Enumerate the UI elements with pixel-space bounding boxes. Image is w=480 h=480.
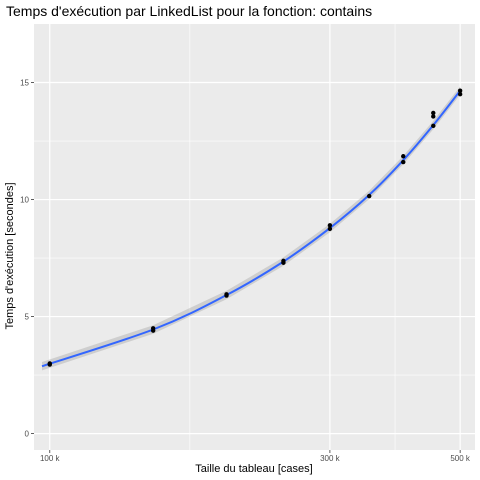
- data-point: [457, 88, 463, 93]
- x-tick-label: 100 k: [40, 454, 61, 463]
- x-tick-label: 500 k: [450, 454, 471, 463]
- data-point: [327, 226, 333, 232]
- x-tick-label: 300 k: [320, 454, 341, 463]
- data-point: [281, 258, 286, 264]
- data-point: [431, 123, 436, 129]
- data-point: [457, 92, 463, 97]
- data-point: [401, 154, 406, 159]
- data-point: [224, 292, 229, 297]
- data-point: [431, 110, 436, 116]
- y-axis-ticks: 0 5 10 15: [20, 79, 34, 439]
- data-points: [47, 88, 463, 367]
- chart-title: Temps d'exécution par LinkedList pour la…: [6, 3, 372, 19]
- data-point: [327, 223, 333, 228]
- fit-line: [41, 90, 461, 368]
- grid-major: [34, 24, 475, 450]
- data-point: [401, 159, 406, 165]
- x-axis-title: Taille du tableau [cases]: [195, 463, 312, 475]
- grid-minor: [34, 24, 475, 450]
- x-axis-ticks: 100 k 300 k 500 k: [40, 450, 471, 463]
- data-point: [431, 114, 436, 119]
- data-point: [47, 361, 52, 366]
- y-tick-label: 15: [20, 79, 29, 88]
- y-axis-title: Temps d'exécution [secondes]: [4, 182, 16, 329]
- plot-panel: [34, 24, 475, 450]
- y-tick-label: 0: [25, 430, 30, 439]
- data-point: [366, 193, 372, 199]
- data-point: [150, 326, 156, 331]
- y-tick-label: 10: [20, 196, 29, 205]
- y-tick-label: 5: [25, 313, 30, 322]
